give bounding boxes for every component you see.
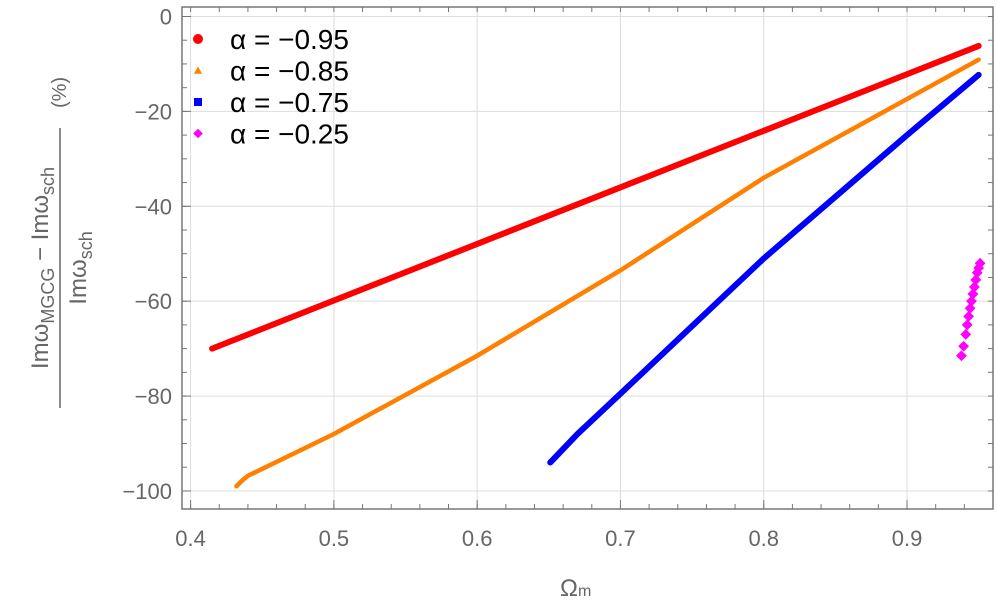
series-layer [209,42,986,489]
legend-label: α = −0.85 [230,56,349,87]
series-2 [234,57,981,489]
marker-point [964,302,976,314]
marker-point [970,274,982,286]
legend-label: α = −0.75 [230,87,349,118]
y-tick-label: −60 [135,289,172,314]
axis-ticks: 0.4 0.5 0.6 0.7 0.8 0.9 0 −20 −40 −60 −80 −100 [122,4,993,551]
marker-point [968,281,980,293]
series-4 [956,257,986,362]
marker-point [974,257,986,269]
svg-text:Imωsch: Imωsch [65,231,96,304]
series-line [209,42,982,352]
x-tick-label: 0.8 [748,526,779,551]
x-tick-label: 0.4 [175,526,206,551]
series-1 [209,42,982,352]
x-tick-label: 0.7 [605,526,636,551]
marker-point [193,34,203,44]
marker-point [967,288,979,300]
legend: α = −0.95α = −0.85α = −0.75α = −0.25 [193,24,349,150]
y-tick-label: −40 [135,194,172,219]
legend-item: α = −0.25 [193,119,349,150]
x-axis-label: Ωm [560,575,591,602]
y-tick-label: 0 [160,4,172,29]
legend-label: α = −0.25 [230,119,349,150]
y-axis-label: ImωMGCG − Imωsch Imωsch (%) [27,77,96,408]
series-line [547,71,982,466]
legend-item: α = −0.95 [193,24,349,55]
marker-point [961,319,973,331]
marker-point [194,98,202,106]
svg-text:ImωMGCG − Imωsch: ImωMGCG − Imωsch [27,167,58,369]
legend-item: α = −0.75 [194,87,349,118]
marker-point [966,295,977,307]
marker-point [956,350,967,362]
y-tick-label: −100 [122,479,172,504]
y-tick-label: −20 [135,99,172,124]
plot-frame [181,6,994,510]
marker-point [194,66,202,74]
marker-point [963,310,975,322]
marker-point [958,340,970,352]
x-tick-label: 0.6 [462,526,493,551]
marker-point [960,328,972,340]
series-line [234,57,981,489]
legend-item: α = −0.85 [194,56,349,87]
marker-point [193,128,203,139]
x-tick-label: 0.9 [892,526,923,551]
legend-label: α = −0.95 [230,24,349,55]
svg-text:(%): (%) [49,77,71,108]
x-tick-label: 0.5 [319,526,350,551]
series-3 [547,71,982,466]
y-tick-label: −80 [135,384,172,409]
